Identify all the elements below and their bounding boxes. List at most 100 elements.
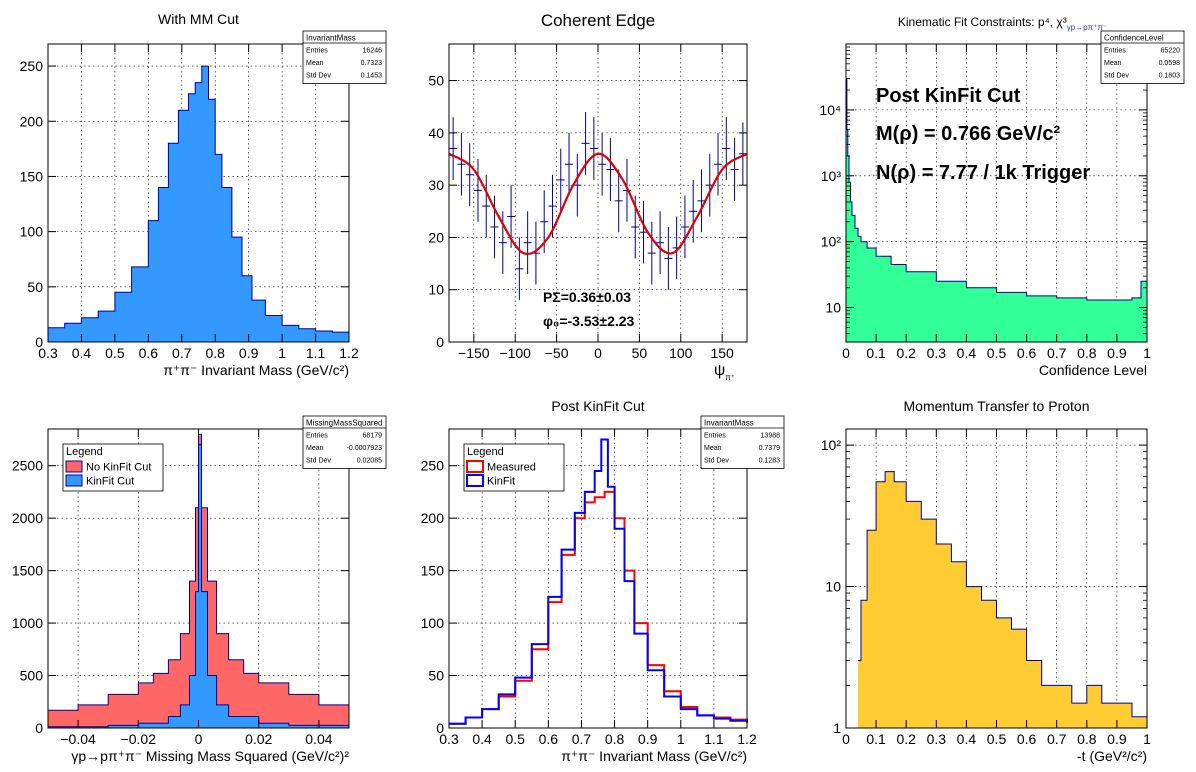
stats-value: 68179	[363, 433, 383, 440]
y-tick-label: 0	[436, 334, 444, 350]
legend-label: KinFit	[487, 476, 515, 488]
stats-value: 0.02085	[357, 458, 382, 465]
y-tick-label: 50	[27, 279, 43, 295]
chart-p4: −0.04 −0.02 0 0.02 0.04 0 500 1000 1500 2000 2500 γ…	[12, 415, 387, 764]
series-0-outline	[846, 78, 1148, 301]
y-tick-label: 10	[825, 579, 841, 595]
axes: 0.3 0.4 0.5 0.6 0.7 0.8 0.9 1 1.1 1.2 0 50 100 150 200…	[421, 429, 757, 747]
x-tick-label: 0.5	[987, 731, 1007, 747]
x-tick-label: 0.7	[172, 345, 192, 361]
stats-box: InvariantMass Entries 16246 Mean 0.7323 Std D…	[302, 30, 387, 84]
x-tick-label: −50	[545, 345, 569, 361]
stats-value: -0.0007923	[347, 445, 383, 452]
stats-key: Std Dev	[1104, 73, 1129, 80]
series-0-outline	[48, 65, 350, 334]
x-tick-label: 1	[677, 731, 685, 747]
x-tick-label: 0.7	[1047, 731, 1067, 747]
x-tick-label: 0.5	[505, 731, 525, 747]
stats-key: Mean	[704, 445, 722, 452]
stats-frame	[302, 415, 387, 469]
data-point	[714, 132, 723, 196]
x-tick-label: 0.02	[245, 731, 272, 747]
annotation-cut: Post KinFit Cut	[876, 85, 1021, 107]
stats-frame	[1100, 30, 1185, 84]
x-tick-label: 0.1	[866, 731, 886, 747]
x-tick-label: 0.3	[439, 731, 459, 747]
y-tick-label: 200	[421, 510, 445, 526]
y-tick-label: 0	[436, 720, 444, 736]
legend-label: Measured	[487, 462, 536, 474]
x-tick-label: 0.1	[866, 345, 886, 361]
data-point	[490, 195, 499, 259]
x-tick-label: 0.04	[305, 731, 332, 747]
y-tick-label: 1500	[12, 563, 43, 579]
x-tick-label: 1	[278, 345, 286, 361]
series-kinfit-cut-outline	[48, 444, 350, 728]
stats-key: Std Dev	[704, 458, 729, 465]
stats-box: MissingMassSquared Entries 68179 Mean -0.000…	[302, 415, 387, 469]
y-tick-label: 500	[20, 668, 44, 684]
stats-value: 0.7323	[361, 60, 383, 67]
stats-key: Std Dev	[306, 73, 331, 80]
chart-title: Momentum Transfer to Proton	[904, 398, 1090, 414]
x-tick-label: 0.8	[205, 345, 225, 361]
x-tick-label: 1.1	[306, 345, 326, 361]
x-tick-label: 1	[1143, 345, 1151, 361]
x-axis-subscript: π⁺	[725, 373, 735, 382]
series-kinfit-line	[449, 438, 748, 725]
x-tick-label: 1.2	[737, 731, 757, 747]
stats-box: ConfidenceLevel Entries 65220 Mean 0.0598 Std…	[1100, 30, 1185, 84]
x-axis-label: Confidence Level	[1039, 362, 1147, 378]
x-tick-label: 0.6	[539, 731, 559, 747]
title-subscript: γp→pπ⁺π⁻	[1067, 23, 1107, 32]
stats-frame	[302, 30, 387, 84]
data-point	[622, 159, 631, 222]
x-tick-label: 0.3	[38, 345, 58, 361]
x-tick-label: 0.9	[1107, 731, 1127, 747]
stats-value: 0.1283	[759, 458, 781, 465]
x-axis-label: π⁺π⁻ Invariant Mass (GeV/c²)	[163, 362, 349, 378]
y-tick-label: 1000	[12, 615, 43, 631]
series-0-fill	[846, 78, 1147, 342]
y-tick-label: 250	[421, 458, 445, 474]
y-tick-label: 2500	[12, 458, 43, 474]
y-tick-label: 10³	[821, 168, 842, 184]
series-0-outline	[858, 471, 1148, 728]
data-point	[465, 143, 474, 207]
series-0-fill	[858, 471, 1147, 728]
y-tick-label: 100	[421, 615, 445, 631]
chart-title: Post KinFit Cut	[551, 398, 644, 414]
x-axis-label: π⁺π⁻ Invariant Mass (GeV/c²)	[561, 748, 747, 764]
data-point	[606, 138, 615, 201]
x-tick-label: 0.8	[1077, 731, 1097, 747]
legend-title: Legend	[66, 446, 103, 458]
x-tick-label: 0.5	[987, 345, 1007, 361]
x-tick-label: 0.5	[105, 345, 125, 361]
legend-swatch	[65, 474, 83, 487]
series-measured-line	[449, 490, 748, 725]
data-point	[457, 132, 466, 196]
y-tick-label: 10	[428, 282, 444, 298]
data-point	[449, 117, 458, 180]
x-tick-label: 0	[842, 345, 850, 361]
stats-box: InvariantMass Entries 13988 Mean 0.7379 Std D…	[700, 415, 785, 469]
stats-key: Mean	[306, 60, 324, 67]
data-point	[647, 221, 656, 285]
axes: 0.3 0.4 0.5 0.6 0.7 0.8 0.9 1 1.1 1.2 0 50 100 150 200…	[20, 44, 359, 361]
grid-lines	[48, 44, 349, 342]
stats-key: Mean	[1104, 60, 1122, 67]
data-point	[573, 153, 582, 217]
y-tick-label: 10⁴	[819, 102, 841, 118]
y-tick-label: 10²	[821, 234, 842, 250]
y-tick-label: 0	[35, 720, 43, 736]
fit-curve	[448, 152, 748, 255]
x-tick-label: 0.3	[927, 731, 947, 747]
data-point	[656, 211, 665, 275]
y-tick-label: 50	[428, 73, 444, 89]
stats-value: 13988	[761, 433, 781, 440]
data-point	[565, 132, 574, 196]
legend-label: KinFit Cut	[86, 476, 134, 488]
fit-result-phi: φ₀=-3.53±2.23	[543, 313, 635, 329]
